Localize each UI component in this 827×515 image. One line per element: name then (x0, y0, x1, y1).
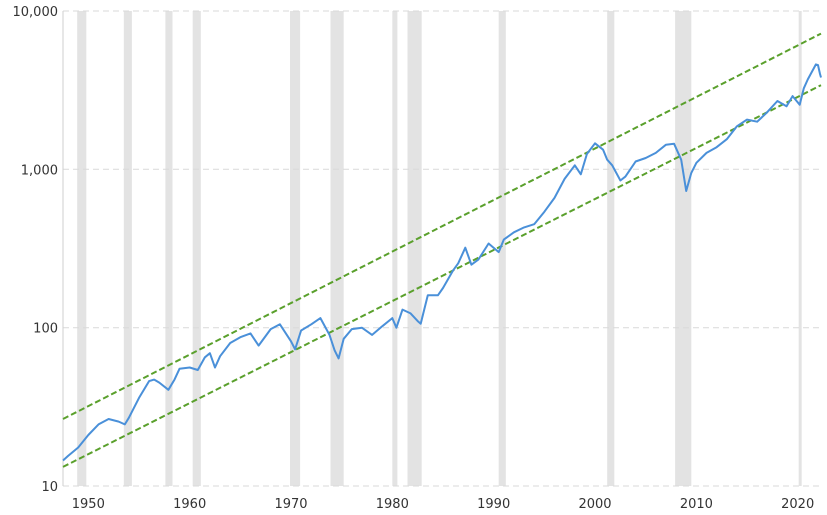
trend-channel (62, 32, 822, 468)
price-line (62, 63, 822, 462)
y-tick-label: 1,000 (21, 163, 58, 178)
lower-trend-line (62, 84, 822, 468)
gridlines (63, 10, 821, 487)
y-tick-label: 100 (33, 322, 58, 337)
recession-band (392, 11, 398, 486)
x-tick-label: 1960 (173, 497, 206, 512)
x-tick-label: 1980 (376, 497, 409, 512)
x-tick-label: 1970 (274, 497, 307, 512)
x-tick-label: 2010 (680, 497, 713, 512)
recession-band (498, 11, 506, 486)
y-tick-labels: 10 100 1,000 10,000 (13, 5, 59, 495)
x-tick-label: 2020 (781, 497, 814, 512)
price-series (62, 63, 822, 462)
upper-trend-line (62, 32, 822, 420)
x-tick-label: 1990 (477, 497, 510, 512)
recession-band (798, 11, 802, 486)
recession-band (165, 11, 173, 486)
recession-band (330, 11, 344, 486)
x-tick-labels: 1950 1960 1970 1980 1990 2000 2010 2020 (72, 497, 814, 512)
recession-band (77, 11, 87, 486)
y-tick-label: 10 (41, 480, 58, 495)
recession-band (675, 11, 692, 486)
recession-band (607, 11, 615, 486)
recession-band (407, 11, 422, 486)
recession-shading (77, 11, 802, 486)
recession-band (123, 11, 132, 486)
x-tick-label: 1950 (72, 497, 105, 512)
y-tick-label: 10,000 (13, 5, 59, 20)
x-tick-label: 2000 (578, 497, 611, 512)
recession-band (290, 11, 301, 486)
recession-band (192, 11, 201, 486)
